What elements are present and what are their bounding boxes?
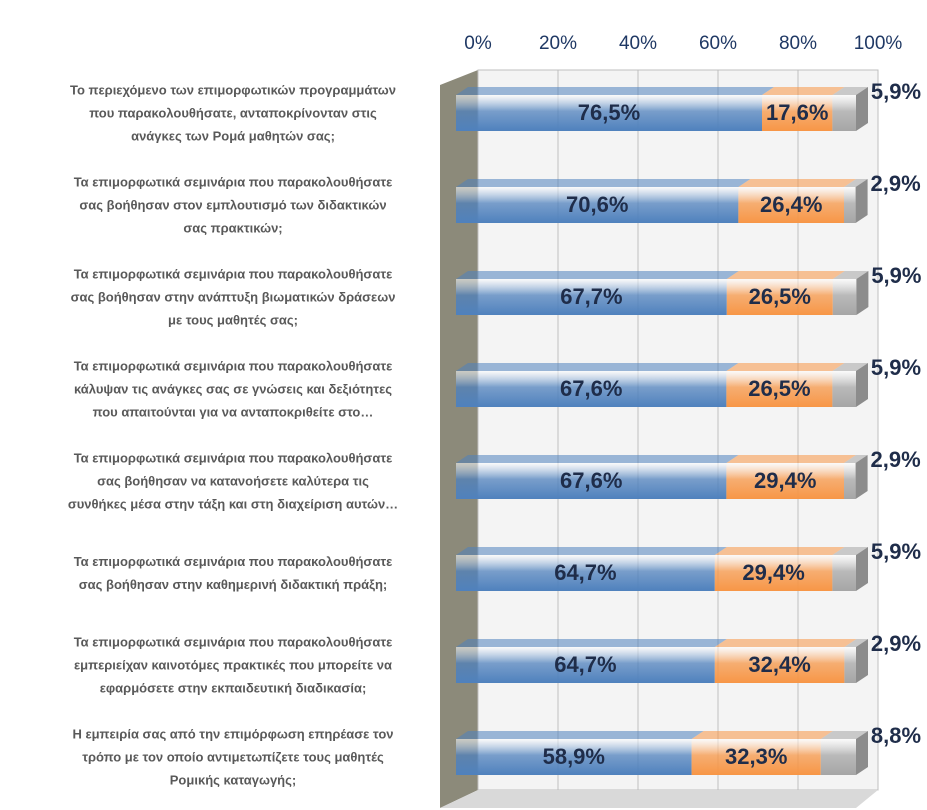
bar	[832, 555, 856, 591]
category-label: Τα επιμορφωτικά σεμινάρια που παρακολουθ…	[73, 634, 393, 696]
data-label: 76,5%	[578, 100, 640, 125]
category-label: Τα επιμορφωτικά σεμινάρια που παρακολουθ…	[70, 266, 396, 328]
bar	[726, 279, 833, 315]
bar	[456, 279, 727, 315]
data-label: 29,4%	[742, 560, 804, 585]
bar-top	[456, 179, 751, 187]
bar-top	[456, 87, 774, 95]
bar	[691, 739, 821, 775]
bar	[832, 371, 856, 407]
bar-top	[832, 547, 868, 555]
data-label: 26,5%	[749, 284, 811, 309]
bar-top	[456, 639, 727, 647]
x-tick-label: 80%	[779, 33, 817, 54]
bar-top	[762, 87, 845, 95]
bar-top	[844, 455, 868, 463]
category-label: Τα επιμορφωτικά σεμινάρια που παρακολουθ…	[73, 358, 393, 420]
floor	[440, 790, 878, 808]
bar-top	[844, 639, 868, 647]
bar	[844, 647, 856, 683]
data-label: 2,9%	[871, 447, 921, 472]
bar	[456, 647, 715, 683]
bar-end	[856, 731, 868, 775]
bar-top	[691, 731, 833, 739]
data-label: 5,9%	[871, 539, 921, 564]
data-label: 5,9%	[871, 79, 921, 104]
bar	[456, 187, 739, 223]
bar-top	[832, 271, 869, 279]
bar	[762, 95, 833, 131]
bar	[832, 279, 857, 315]
data-label: 8,8%	[871, 723, 921, 748]
data-label: 64,7%	[554, 560, 616, 585]
bar	[820, 739, 856, 775]
bar-end	[855, 455, 868, 499]
data-label: 67,6%	[560, 376, 622, 401]
bar-top	[832, 363, 868, 371]
data-label: 26,5%	[748, 376, 810, 401]
bar	[738, 187, 844, 223]
bar-end	[856, 639, 868, 683]
bar	[456, 739, 692, 775]
bar-top	[726, 455, 856, 463]
bar	[832, 95, 856, 131]
data-label: 2,9%	[871, 171, 921, 196]
bar-top	[456, 547, 727, 555]
bar-end	[855, 179, 868, 223]
bar	[726, 371, 833, 407]
bar-end	[856, 87, 868, 131]
category-label: Τα επιμορφωτικά σεμινάρια που παρακολουθ…	[73, 174, 393, 236]
bar-end	[856, 271, 869, 315]
bar	[844, 463, 856, 499]
data-label: 26,4%	[760, 192, 822, 217]
bar-top	[738, 179, 856, 187]
category-label: Τα επιμορφωτικά σεμινάρια που παρακολουθ…	[67, 450, 399, 512]
bar	[456, 463, 727, 499]
bar-top	[456, 271, 739, 279]
data-label: 70,6%	[566, 192, 628, 217]
category-label: Τα επιμορφωτικά σεμινάρια που παρακολουθ…	[73, 554, 393, 592]
x-tick-label: 60%	[699, 33, 737, 54]
data-label: 2,9%	[871, 631, 921, 656]
data-label: 67,6%	[560, 468, 622, 493]
bar-top	[456, 731, 704, 739]
bar-end	[856, 363, 868, 407]
x-tick-label: 100%	[854, 33, 903, 54]
side-wall	[440, 70, 478, 808]
bar-top	[714, 639, 857, 647]
bar-top	[832, 87, 868, 95]
category-label: Το περιεχόμενο των επιμορφωτικών προγραμ…	[70, 82, 396, 144]
bar	[844, 187, 856, 223]
bar-top	[456, 363, 739, 371]
data-label: 5,9%	[871, 263, 921, 288]
bar	[456, 371, 727, 407]
bar-end	[856, 547, 868, 591]
x-tick-label: 0%	[464, 33, 492, 54]
x-tick-label: 20%	[539, 33, 577, 54]
bar	[714, 647, 845, 683]
bar-top	[726, 363, 845, 371]
bar-top	[714, 547, 845, 555]
data-label: 64,7%	[554, 652, 616, 677]
x-tick-label: 40%	[619, 33, 657, 54]
bar	[456, 95, 762, 131]
data-label: 29,4%	[754, 468, 816, 493]
data-label: 32,3%	[725, 744, 787, 769]
category-label: Η εμπειρία σας από την επιμόρφωση επηρέα…	[72, 726, 394, 788]
data-label: 5,9%	[871, 355, 921, 380]
data-label: 32,4%	[748, 652, 810, 677]
bar	[456, 555, 715, 591]
data-label: 58,9%	[543, 744, 605, 769]
bar-top	[456, 455, 739, 463]
bar	[726, 463, 844, 499]
data-label: 67,7%	[560, 284, 622, 309]
data-label: 17,6%	[766, 100, 828, 125]
bar	[714, 555, 833, 591]
bar-top	[726, 271, 845, 279]
bar-top	[820, 731, 868, 739]
bar-top	[844, 179, 868, 187]
